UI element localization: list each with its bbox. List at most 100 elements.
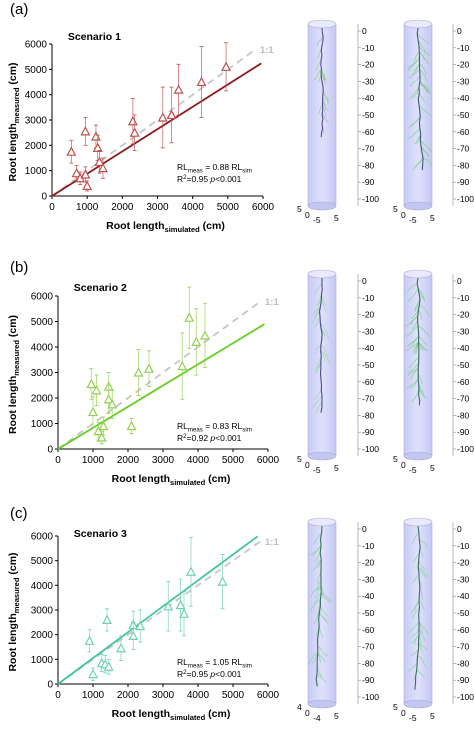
depth-tick-label: -90	[457, 675, 470, 685]
lateral-root	[412, 607, 420, 619]
depth-tick-label: -60	[457, 377, 470, 387]
data-point	[144, 363, 154, 373]
text-part: R	[177, 669, 183, 679]
text-part: <0.001	[215, 433, 242, 443]
depth-tick-label: -70	[362, 642, 375, 652]
lateral-root	[412, 157, 424, 170]
y-axis-title: Root lengthmeasured (cm)	[7, 62, 21, 181]
lateral-root	[418, 621, 423, 635]
y-tick-label: 5000	[31, 317, 54, 328]
x-axis-title: Root lengthsimulated (cm)	[106, 220, 225, 234]
lateral-root	[320, 350, 331, 363]
lateral-root	[312, 305, 321, 316]
text-part: R	[177, 433, 183, 443]
scenario-title: Scenario 3	[74, 528, 127, 540]
depth-tick-label: -80	[457, 410, 470, 420]
lateral-root	[418, 621, 429, 635]
base-tick-label: 5	[297, 454, 302, 464]
lateral-root	[417, 288, 425, 300]
base-tick-label: 5	[393, 454, 398, 464]
depth-tick-label: -10	[362, 293, 375, 303]
lateral-root	[320, 350, 326, 362]
data-point	[96, 432, 107, 442]
base-tick-label: 0	[401, 708, 406, 718]
depth-tick-label: -20	[457, 558, 470, 568]
lateral-root	[419, 81, 428, 93]
depth-tick-label: -50	[457, 608, 470, 618]
cylinder-bottom	[403, 451, 433, 461]
data-point	[98, 420, 109, 431]
depth-tick-label: -40	[362, 93, 375, 103]
panel-letter: (c)	[10, 505, 28, 522]
lateral-root	[316, 572, 322, 584]
x-tick-label: 0	[49, 202, 55, 213]
lateral-root	[405, 341, 419, 351]
y-tick-label: 2000	[25, 141, 48, 152]
lateral-root	[410, 628, 420, 638]
lateral-root	[311, 395, 323, 408]
y-tick-label: 0	[41, 192, 47, 203]
base-tick-label: 5	[430, 213, 435, 223]
lateral-root	[419, 69, 428, 82]
scatter-panel-2: (b) Scenario 2 0 1000 2000 3000 4000 5000 6000 0 1…	[7, 259, 280, 487]
text-part: p	[209, 174, 215, 184]
depth-tick-label: -100	[362, 194, 379, 204]
lateral-root	[418, 641, 428, 650]
text-part: sim	[242, 662, 252, 669]
lateral-root	[419, 51, 425, 60]
lateral-root	[418, 559, 426, 571]
lateral-root	[419, 304, 431, 317]
y-tick-label: 4000	[25, 90, 48, 101]
text-part: RL	[177, 421, 188, 431]
y-tick-label: 6000	[31, 532, 54, 543]
text-part: meas	[188, 663, 203, 670]
depth-tick-label: -20	[362, 60, 375, 70]
data-point	[97, 162, 108, 173]
one-to-one-line	[57, 300, 262, 450]
y-tick-label: 1000	[25, 166, 48, 177]
lateral-root	[407, 336, 419, 347]
x-tick-label: 0	[55, 455, 61, 466]
data-point	[66, 146, 77, 156]
data-point	[135, 620, 146, 631]
equation-line: RLmeas = 0.88 RLsim	[177, 162, 252, 175]
text-part: 2	[183, 174, 187, 181]
lateral-root	[410, 367, 419, 380]
cylinder-bottom	[403, 201, 433, 211]
x-axis-title: Root lengthsimulated (cm)	[112, 708, 231, 722]
depth-tick-label: -30	[362, 326, 375, 336]
main-root	[416, 27, 424, 171]
y-tick-label: 4000	[31, 581, 54, 592]
lateral-root	[314, 585, 322, 599]
data-point	[80, 169, 91, 179]
lateral-root	[407, 362, 419, 374]
lateral-root	[406, 367, 419, 377]
lateral-root	[414, 600, 420, 612]
depth-tick-label: -90	[362, 177, 375, 187]
lateral-root	[315, 59, 322, 71]
depth-tick-label: 0	[457, 26, 462, 36]
lateral-root	[320, 585, 325, 596]
lateral-root	[316, 356, 322, 369]
depth-tick-label: -100	[457, 692, 474, 702]
lateral-root	[315, 362, 322, 375]
text-part: Root length	[112, 473, 170, 485]
text-part: simulated	[170, 713, 206, 722]
depth-tick-label: -70	[457, 642, 470, 652]
lateral-root	[412, 532, 420, 544]
base-tick-label: 5	[393, 702, 398, 712]
one-to-one-label: 1:1	[265, 297, 279, 308]
depth-tick-label: -40	[457, 591, 470, 601]
lateral-root	[320, 328, 330, 341]
depth-tick-label: -20	[362, 310, 375, 320]
x-tick-label: 0	[55, 690, 61, 701]
base-tick-label: 5	[297, 204, 302, 214]
lateral-root	[316, 672, 327, 683]
one-to-one-label: 1:1	[265, 537, 279, 548]
main-root	[416, 277, 421, 406]
depth-tick-label: -40	[362, 343, 375, 353]
